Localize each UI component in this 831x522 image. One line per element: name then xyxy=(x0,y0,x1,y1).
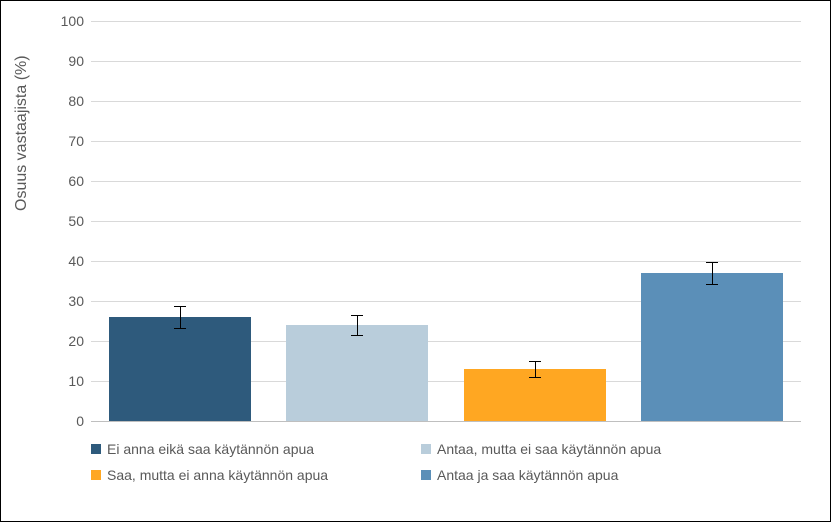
error-bar xyxy=(712,262,713,284)
y-tick-label: 20 xyxy=(68,333,84,349)
bar xyxy=(286,325,428,421)
y-tick-label: 30 xyxy=(68,293,84,309)
legend-swatch xyxy=(421,470,431,480)
error-bar xyxy=(535,361,536,377)
y-tick-label: 80 xyxy=(68,93,84,109)
legend: Ei anna eikä saa käytännön apua Antaa, mu… xyxy=(91,441,801,493)
legend-item: Saa, mutta ei anna käytännön apua xyxy=(91,467,421,483)
y-tick-label: 10 xyxy=(68,373,84,389)
chart-container: Osuus vastaajista (%) 0 10 20 30 40 50 60 70 80 9… xyxy=(0,0,831,522)
error-bar xyxy=(357,315,358,335)
error-cap-bottom xyxy=(351,335,363,336)
y-tick-label: 70 xyxy=(68,133,84,149)
legend-swatch xyxy=(91,470,101,480)
legend-item: Antaa ja saa käytännön apua xyxy=(421,467,751,483)
legend-swatch xyxy=(91,444,101,454)
bar xyxy=(109,317,251,421)
y-tick-label: 40 xyxy=(68,253,84,269)
bar xyxy=(641,273,783,421)
axis-baseline xyxy=(91,421,801,422)
error-cap-top xyxy=(174,306,186,307)
error-bar xyxy=(180,306,181,328)
y-tick-label: 50 xyxy=(68,213,84,229)
error-cap-top xyxy=(351,315,363,316)
legend-item: Ei anna eikä saa käytännön apua xyxy=(91,441,421,457)
legend-label: Saa, mutta ei anna käytännön apua xyxy=(107,467,328,483)
y-axis-label: Osuus vastaajista (%) xyxy=(13,55,31,211)
legend-label: Antaa, mutta ei saa käytännön apua xyxy=(437,441,661,457)
y-tick-label: 60 xyxy=(68,173,84,189)
error-cap-bottom xyxy=(706,284,718,285)
error-cap-bottom xyxy=(174,328,186,329)
legend-label: Ei anna eikä saa käytännön apua xyxy=(107,441,314,457)
y-tick-label: 0 xyxy=(76,413,84,429)
error-cap-top xyxy=(529,361,541,362)
plot-area xyxy=(91,21,801,421)
legend-label: Antaa ja saa käytännön apua xyxy=(437,467,618,483)
y-tick-label: 90 xyxy=(68,53,84,69)
error-cap-top xyxy=(706,262,718,263)
legend-swatch xyxy=(421,444,431,454)
y-tick-label: 100 xyxy=(61,13,84,29)
legend-item: Antaa, mutta ei saa käytännön apua xyxy=(421,441,751,457)
error-cap-bottom xyxy=(529,377,541,378)
